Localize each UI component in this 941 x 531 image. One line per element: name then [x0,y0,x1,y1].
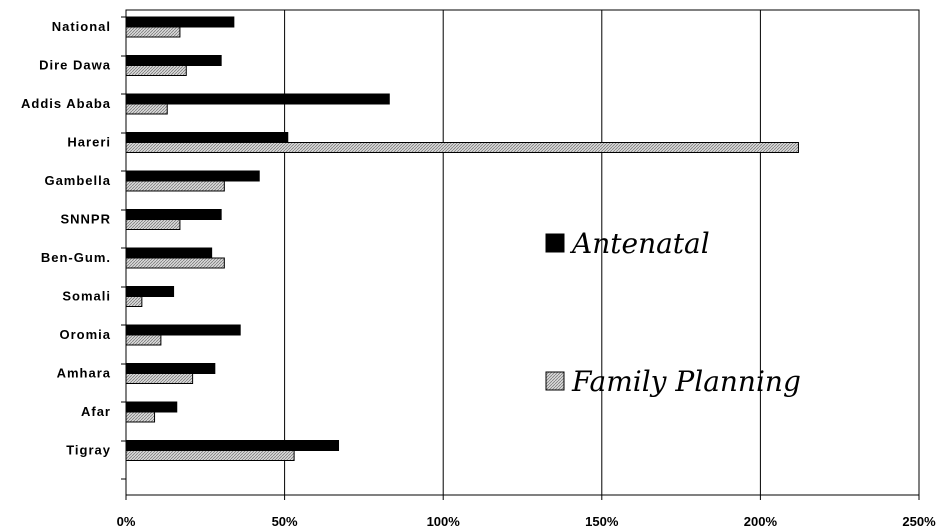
x-tick-label: 150% [585,514,619,529]
axis-ticks [121,16,920,500]
legend-swatch-antenatal [545,233,565,253]
category-label: Afar [81,404,111,419]
bar-family-planning-10 [125,411,156,423]
bar-family-planning-8 [125,334,162,346]
bar-antenatal-5 [125,209,222,220]
legend: Antenatal Family Planning [545,227,801,398]
category-label: SNNPR [60,212,111,227]
bars [125,16,799,461]
category-label: National [52,19,111,34]
bar-family-planning-6 [125,257,225,269]
bar-antenatal-7 [125,286,175,297]
bar-family-planning-4 [125,180,225,192]
category-label: Ben-Gum. [41,250,111,265]
x-tick-labels: 0% 50% 100% 150% 200% 250% [117,514,936,529]
bar-antenatal-10 [125,401,178,413]
legend-label: Antenatal [569,227,710,260]
category-label: Tigray [66,443,111,458]
category-label: Somali [62,289,111,304]
bar-antenatal-9 [125,363,216,374]
bar-antenatal-3 [125,132,289,143]
bar-family-planning-7 [125,296,143,307]
gridlines [284,10,761,495]
bar-family-planning-0 [125,26,181,38]
legend-label: Family Planning [571,365,801,398]
category-label: Gambella [44,173,111,188]
x-tick-label: 100% [427,514,461,529]
category-labels: National Dire Dawa Addis Ababa Hareri Gambel… [21,19,111,458]
bar-antenatal-6 [125,247,213,259]
bar-antenatal-4 [125,170,260,182]
bar-antenatal-2 [125,93,390,105]
bar-antenatal-8 [125,324,241,336]
x-tick-label: 250% [902,514,936,529]
x-tick-label: 200% [744,514,778,529]
category-label: Hareri [67,135,111,150]
bar-family-planning-3 [125,142,799,153]
category-label: Addis Ababa [21,96,111,111]
bar-antenatal-1 [125,55,222,66]
bar-antenatal-11 [125,440,340,451]
bar-family-planning-2 [125,103,168,115]
plot-area [125,9,920,496]
category-label: Amhara [57,366,111,381]
bar-antenatal-0 [125,16,235,28]
bar-family-planning-9 [125,373,194,384]
bar-family-planning-11 [125,450,295,461]
x-tick-label: 50% [272,514,298,529]
category-label: Oromia [59,327,111,342]
bar-family-planning-1 [125,65,187,76]
category-label: Dire Dawa [39,58,111,73]
legend-swatch-family-planning [545,371,565,391]
x-tick-label: 0% [117,514,136,529]
bar-family-planning-5 [125,219,181,230]
